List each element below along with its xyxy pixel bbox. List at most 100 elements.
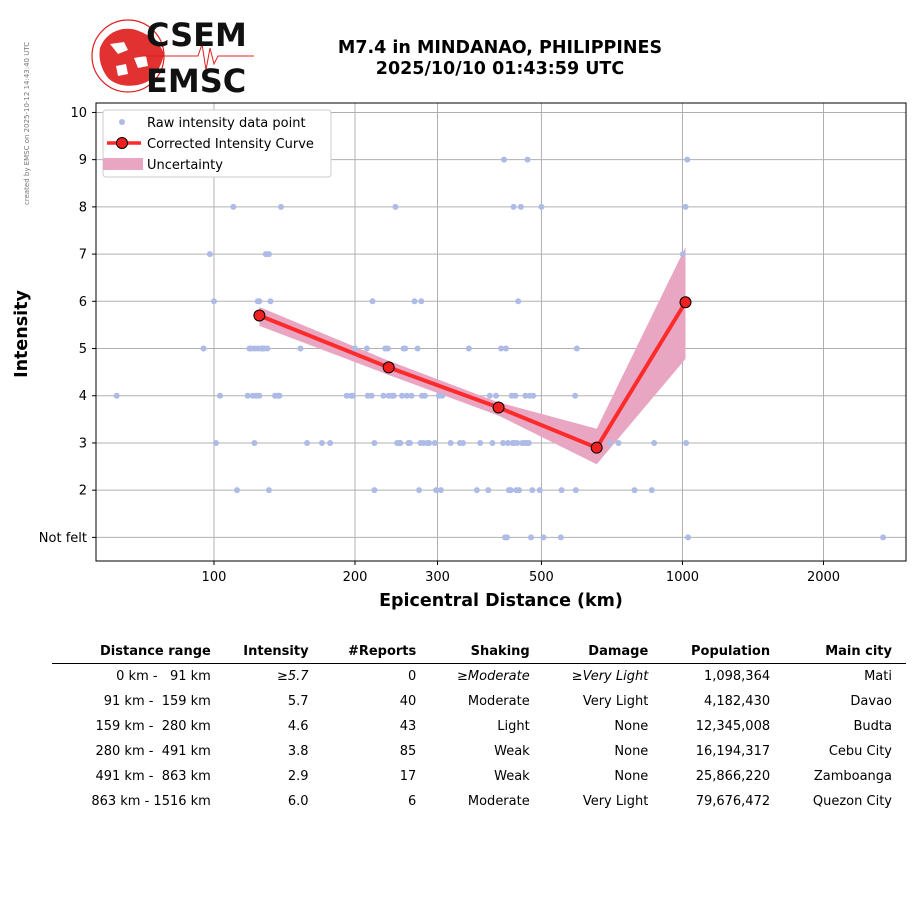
csem-emsc-logo: CSEM EMSC — [91, 18, 254, 98]
raw-point — [524, 156, 531, 163]
raw-point — [399, 392, 406, 399]
raw-point — [230, 203, 237, 210]
logo-globe-gaps — [110, 42, 148, 76]
raw-point — [297, 345, 304, 352]
raw-point — [682, 203, 689, 210]
cell-reports: 0 — [407, 669, 417, 684]
raw-point — [685, 534, 692, 541]
cell-intensity: 2.9 — [287, 769, 309, 784]
cell-intensity: ≥5.7 — [276, 669, 309, 684]
raw-point — [411, 298, 418, 305]
cell-city: Mati — [864, 669, 892, 684]
cell-city: Cebu City — [828, 744, 892, 759]
raw-point — [606, 439, 613, 446]
curve-point — [679, 296, 692, 309]
header-shaking: Shaking — [430, 640, 544, 664]
x-tick-label: 200 — [343, 570, 368, 585]
legend-curve-marker — [116, 137, 128, 149]
raw-point — [216, 392, 223, 399]
cell-distance: 159 km - 280 km — [95, 719, 211, 734]
y-tick-label: 7 — [79, 248, 87, 263]
raw-point — [431, 439, 438, 446]
raw-point — [651, 439, 658, 446]
x-tick-label: 100 — [202, 570, 227, 585]
raw-point — [200, 345, 207, 352]
raw-point — [486, 392, 493, 399]
intensity-table: Distance range Intensity #Reports Shakin… — [52, 640, 906, 814]
raw-point — [510, 203, 517, 210]
raw-point — [368, 392, 375, 399]
cell-population: 1,098,364 — [703, 669, 771, 684]
raw-point — [371, 487, 378, 494]
raw-point — [447, 439, 454, 446]
raw-point — [529, 487, 536, 494]
raw-point — [538, 203, 545, 210]
y-tick-label: Not felt — [39, 531, 87, 546]
raw-point — [206, 251, 213, 258]
cell-reports: 40 — [399, 694, 417, 709]
raw-point — [498, 345, 505, 352]
cell-damage: ≥Very Light — [571, 669, 649, 684]
header-population: Population — [662, 640, 785, 664]
cell-population: 4,182,430 — [703, 694, 771, 709]
raw-point — [684, 156, 691, 163]
logo-text-csem: CSEM — [146, 18, 247, 54]
raw-point — [557, 534, 564, 541]
curve-point — [492, 401, 505, 414]
header-city: Main city — [784, 640, 906, 664]
raw-point — [318, 439, 325, 446]
cell-damage: None — [614, 719, 649, 734]
table-row: 863 km - 1516 km 6.0 6 Moderate Very Light 79… — [52, 789, 906, 814]
raw-point — [380, 392, 387, 399]
cell-city: Budta — [853, 719, 892, 734]
raw-point — [390, 392, 397, 399]
raw-point — [515, 298, 522, 305]
x-ticks: 100 200 300 500 1000 2000 — [202, 561, 840, 585]
cell-damage: Very Light — [582, 794, 649, 809]
uncertainty-band — [259, 247, 686, 465]
intensity-chart: 100 200 300 500 1000 2000 Not felt2345678910 … — [12, 102, 907, 611]
cell-city: Quezon City — [812, 794, 892, 809]
curve-point — [253, 309, 266, 322]
raw-point — [572, 487, 579, 494]
raw-point — [234, 487, 241, 494]
raw-point — [276, 392, 283, 399]
cell-shaking: Moderate — [467, 694, 530, 709]
raw-point — [572, 392, 579, 399]
raw-point — [536, 487, 543, 494]
legend-box — [102, 109, 332, 178]
raw-point — [406, 439, 413, 446]
cell-shaking: ≥Moderate — [457, 669, 530, 684]
x-tick-label: 300 — [425, 570, 450, 585]
raw-point — [648, 487, 655, 494]
raw-point — [210, 298, 217, 305]
raw-point — [352, 345, 359, 352]
raw-point — [349, 392, 356, 399]
cell-population: 16,194,317 — [695, 744, 771, 759]
raw-point — [433, 487, 440, 494]
table-row: 159 km - 280 km 4.6 43 Light None 12,345,008 B… — [52, 714, 906, 739]
cell-population: 12,345,008 — [695, 719, 771, 734]
x-tick-label: 2000 — [807, 570, 840, 585]
table-row: 91 km - 159 km 5.7 40 Moderate Very Light 4,1… — [52, 689, 906, 714]
cell-distance: 91 km - 159 km — [103, 694, 211, 709]
raw-point — [416, 487, 423, 494]
raw-point — [501, 156, 508, 163]
cell-shaking: Light — [497, 719, 530, 734]
table-row: 491 km - 863 km 2.9 17 Weak None 25,866,220 Za… — [52, 764, 906, 789]
raw-point — [212, 439, 219, 446]
raw-point — [500, 439, 507, 446]
cell-damage: Very Light — [582, 694, 649, 709]
raw-point — [256, 298, 263, 305]
cell-reports: 6 — [407, 794, 417, 809]
raw-point — [304, 439, 311, 446]
raw-point — [414, 345, 421, 352]
raw-point — [683, 439, 690, 446]
raw-point — [477, 439, 484, 446]
raw-point — [514, 439, 521, 446]
raw-point — [369, 298, 376, 305]
y-axis-label: Intensity — [12, 289, 32, 377]
raw-point — [265, 251, 272, 258]
raw-point — [384, 345, 391, 352]
raw-point — [522, 392, 529, 399]
